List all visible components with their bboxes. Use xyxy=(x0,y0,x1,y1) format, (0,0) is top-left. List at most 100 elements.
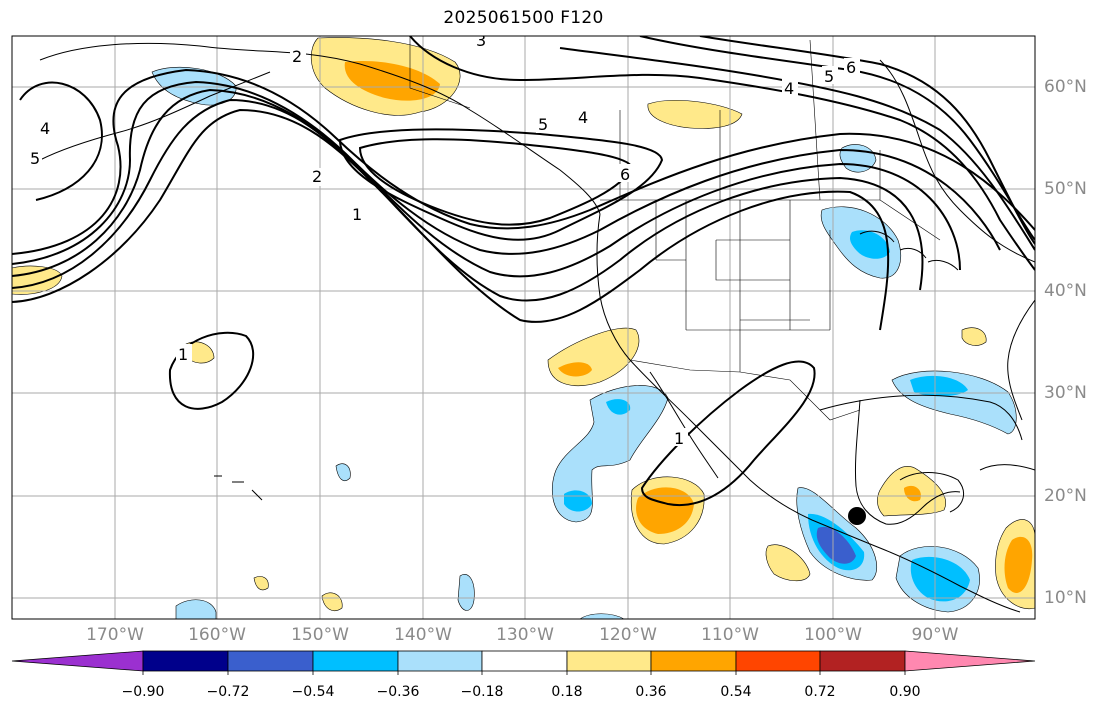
colorbar-extend-max xyxy=(904,650,1036,672)
positive-anomaly-gulf-alaska-core xyxy=(344,60,440,101)
graticule xyxy=(12,36,1035,619)
colorbar-bin xyxy=(735,650,821,672)
canada-provinces xyxy=(619,39,941,241)
lat-label: 50°N xyxy=(1044,179,1087,199)
colorbar-bin xyxy=(397,650,483,672)
positive-anomaly-yucatan-core xyxy=(904,485,921,502)
lon-label: 140°W xyxy=(394,625,452,645)
hawaii-islands xyxy=(214,475,263,501)
contour-label: 5 xyxy=(30,149,40,168)
contour-label: 6 xyxy=(846,58,856,77)
negative-anomaly-gulf-coast-core xyxy=(910,375,968,397)
coast-yucatan xyxy=(899,472,965,513)
lat-label: 60°N xyxy=(1044,77,1087,97)
negative-anomaly-bering xyxy=(151,66,237,106)
lat-label: 20°N xyxy=(1044,486,1087,506)
lat-label: 30°N xyxy=(1044,383,1087,403)
contour-north-1 xyxy=(409,36,1035,271)
positive-anomaly-small-2 xyxy=(321,592,343,611)
contour-label: 2 xyxy=(312,167,322,186)
negative-anomaly-southern-mexico-peak xyxy=(816,526,856,564)
negative-anomaly-small-1 xyxy=(335,463,351,481)
colorbar-extend-min xyxy=(11,650,144,672)
contour-label: 1 xyxy=(178,345,188,364)
colorbar-bin xyxy=(142,650,229,672)
shading-layer xyxy=(12,37,1035,619)
coast-baja xyxy=(649,371,719,479)
contour-mexico-closed xyxy=(640,360,816,507)
colorbar xyxy=(11,650,1036,675)
positive-anomaly-canada xyxy=(647,100,743,129)
coast-west-na xyxy=(596,213,1021,613)
coast-texas-mexico xyxy=(854,399,961,525)
great-lakes xyxy=(859,230,959,271)
contour-label: 2 xyxy=(292,47,302,66)
negative-anomaly-east-pacific-core1 xyxy=(606,399,631,415)
contour-ridge-1 xyxy=(12,108,890,331)
contour-label: 3 xyxy=(476,31,486,50)
coast-east-na xyxy=(1007,299,1035,421)
colorbar-bin xyxy=(481,650,568,672)
colorbar-tick-label: 0.90 xyxy=(889,684,921,700)
lon-label: 130°W xyxy=(496,625,554,645)
map-title: 2025061500 F120 xyxy=(443,8,604,28)
contour-north-4 xyxy=(699,36,1035,245)
lon-label: 160°W xyxy=(188,625,246,645)
positive-anomaly-small-1 xyxy=(253,576,269,591)
contour-pacific-closed xyxy=(168,331,255,410)
lat-label: 40°N xyxy=(1044,281,1087,301)
colorbar-bin xyxy=(650,650,737,672)
political-borders xyxy=(409,36,941,421)
contour-label: 4 xyxy=(784,79,794,98)
positive-anomaly-baja-west-core xyxy=(558,362,592,377)
contour-label: 4 xyxy=(40,119,50,138)
negative-anomaly-hudson xyxy=(839,144,877,173)
colorbar-tick-label: 0.18 xyxy=(551,684,583,700)
negative-anomaly-small-3 xyxy=(175,599,217,619)
border-alaska-canada xyxy=(409,36,471,109)
coast-alaska xyxy=(39,42,601,215)
colorbar-tick-label: 0.54 xyxy=(720,684,752,700)
coast-gulf-mexico xyxy=(819,394,1023,441)
negative-anomaly-small-4 xyxy=(579,613,625,619)
lon-label: 90°W xyxy=(911,625,959,645)
colorbar-bin xyxy=(312,650,399,672)
contour-labels: 3 2 4 5 2 1 5 4 6 5 6 4 1 1 xyxy=(26,31,860,448)
negative-anomaly-small-2 xyxy=(457,574,475,611)
colorbar-bin xyxy=(819,650,906,672)
state-lines xyxy=(655,200,831,372)
storm-center-dot xyxy=(848,507,866,525)
colorbar-tick-label: −0.72 xyxy=(206,684,250,700)
colorbar-tick-label: 0.72 xyxy=(804,684,836,700)
colorbar-tick-label: 0.36 xyxy=(635,684,667,700)
contour-trough-inner-1 xyxy=(338,128,664,241)
colorbar-tick-label: −0.36 xyxy=(376,684,420,700)
contour-trough-inner-2 xyxy=(358,138,634,226)
colorbar-tick-label: −0.54 xyxy=(291,684,335,700)
lon-label: 170°W xyxy=(86,625,144,645)
contour-label: 1 xyxy=(674,429,684,448)
contour-label: 4 xyxy=(578,108,588,127)
colorbar-tick-label: −0.90 xyxy=(121,684,165,700)
contour-label: 5 xyxy=(824,67,834,86)
map-frame xyxy=(11,35,1036,620)
contour-north-3 xyxy=(639,36,1035,241)
positive-anomaly-southeast-us xyxy=(961,327,987,346)
contour-north-2 xyxy=(559,47,1035,251)
contour-lines xyxy=(12,36,1035,507)
contour-ridge-3 xyxy=(12,88,961,278)
lon-label: 110°W xyxy=(701,625,759,645)
contour-label: 1 xyxy=(352,205,362,224)
positive-anomaly-caribbean-core xyxy=(1004,536,1033,593)
colorbar-tick-label: −0.18 xyxy=(460,684,504,700)
positive-anomaly-baja-west xyxy=(547,327,640,386)
negative-anomaly-great-lakes-core xyxy=(850,230,890,259)
contour-ridge-4 xyxy=(12,80,1001,265)
contour-label: 5 xyxy=(538,115,548,134)
contour-label: 6 xyxy=(620,165,630,184)
positive-anomaly-southwest-mexico xyxy=(765,544,811,582)
border-us-mexico xyxy=(629,359,861,421)
coast-cuba xyxy=(979,464,1035,471)
colorbar-bin xyxy=(566,650,652,672)
